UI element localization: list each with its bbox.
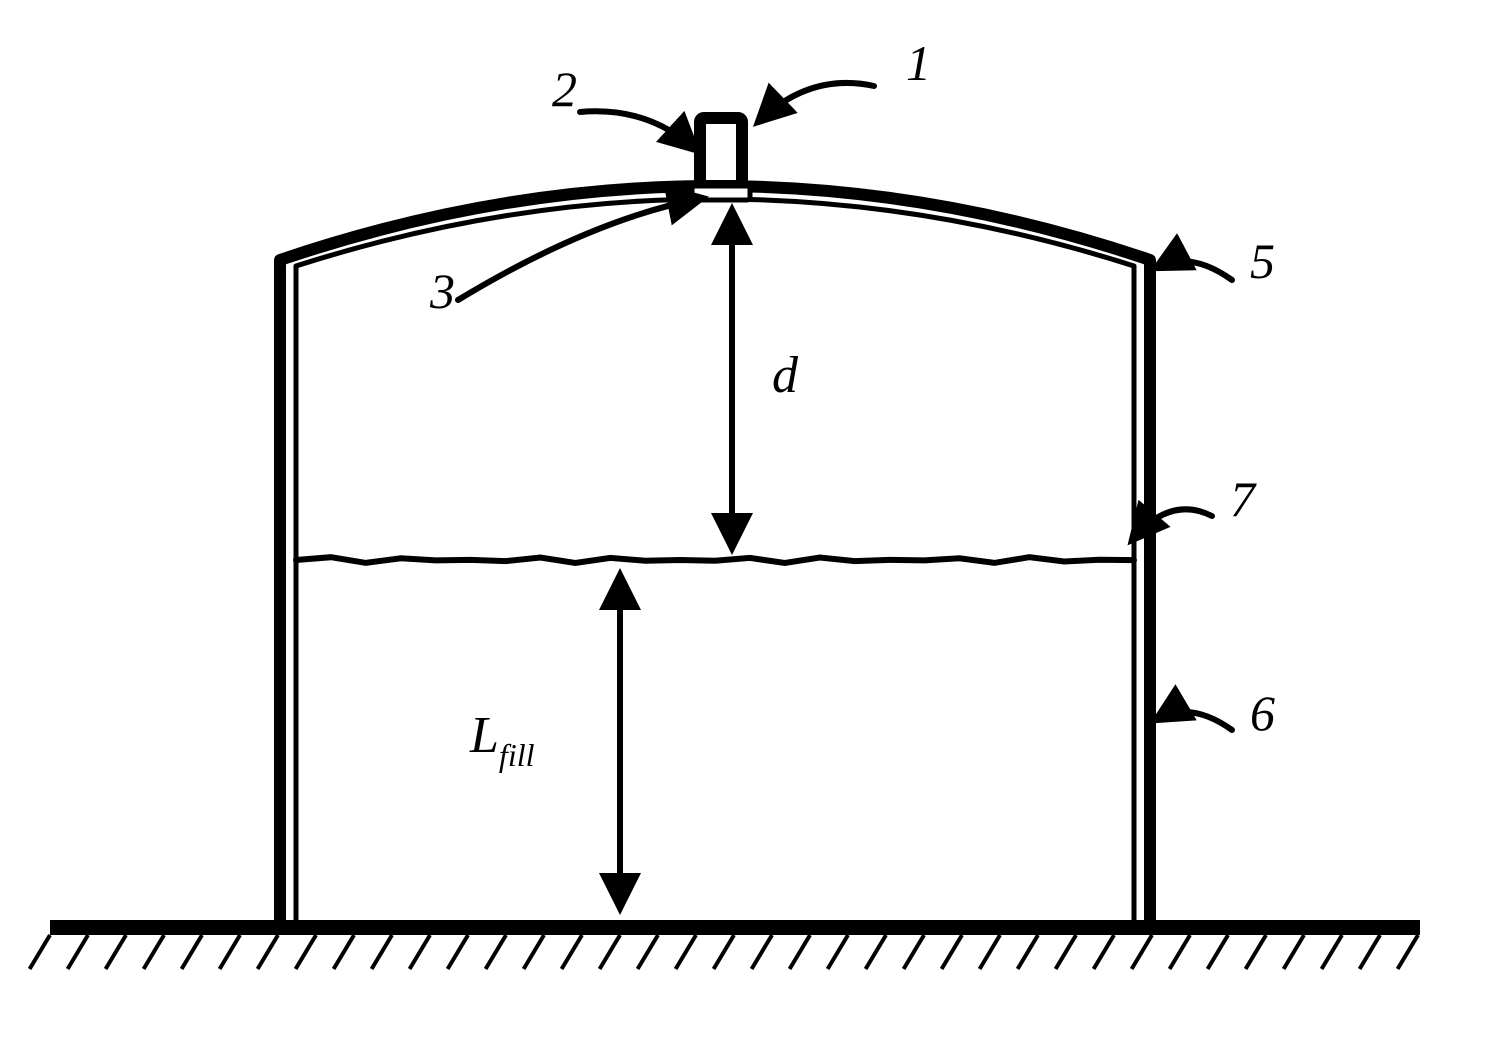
callout-label-1: 1 xyxy=(906,35,931,91)
callout-label-5: 5 xyxy=(1250,233,1275,289)
label-Lfill: Lfill xyxy=(469,707,535,773)
callout-3: 3 xyxy=(429,198,702,319)
callout-5: 5 xyxy=(1156,233,1275,289)
sensor xyxy=(692,118,750,200)
label-d: d xyxy=(772,347,799,404)
callout-label-3: 3 xyxy=(429,263,455,319)
liquid-surface xyxy=(296,557,1134,563)
callout-6: 6 xyxy=(1156,685,1275,741)
callout-label-6: 6 xyxy=(1250,685,1275,741)
callout-label-2: 2 xyxy=(552,61,577,117)
callout-1: 1 xyxy=(758,35,931,122)
tank xyxy=(280,186,1150,920)
ground xyxy=(30,920,1420,969)
callout-label-7: 7 xyxy=(1230,471,1257,527)
callout-2: 2 xyxy=(552,61,696,150)
